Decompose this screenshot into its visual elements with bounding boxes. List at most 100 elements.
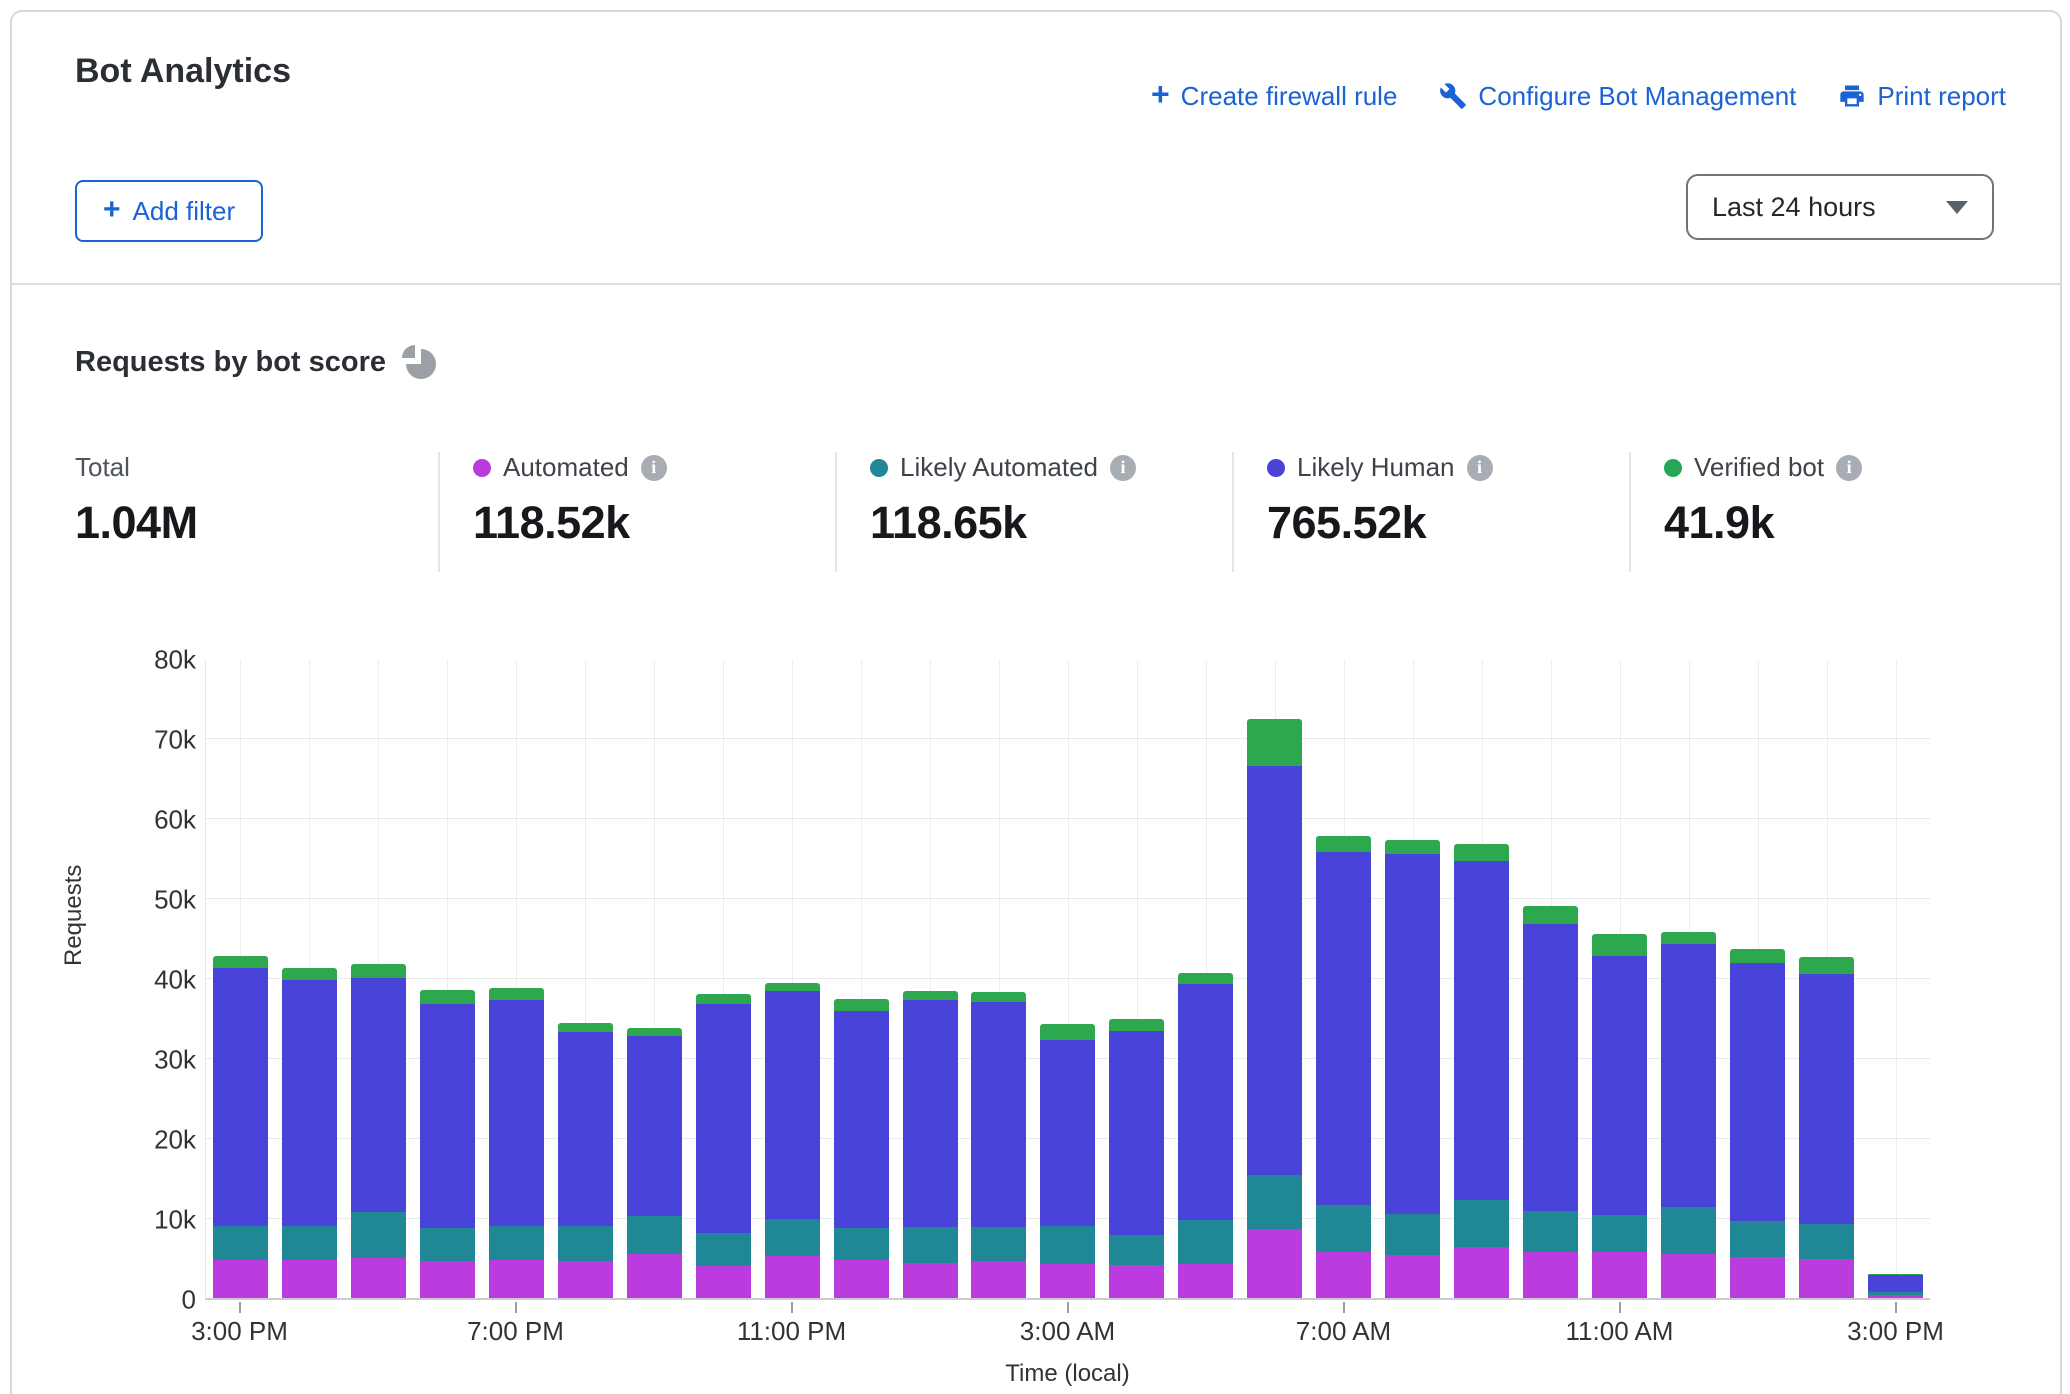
printer-icon [1838,82,1866,110]
bar-segment [489,1260,544,1298]
stacked-bar[interactable] [282,968,337,1298]
info-icon[interactable]: i [641,455,667,481]
stacked-bar[interactable] [1316,836,1371,1298]
stacked-bar[interactable] [1040,1024,1095,1298]
bar-segment [213,956,268,967]
verified-bot-legend-dot [1664,459,1682,477]
stat-automated: Automated i 118.52k [473,452,667,549]
bar-segment [1592,956,1647,1214]
configure-bot-management-label: Configure Bot Management [1478,81,1796,112]
stat-likely-human-label: Likely Human [1297,452,1455,483]
stat-automated-label: Automated [503,452,629,483]
stacked-bar[interactable] [1799,957,1854,1298]
x-tick-label: 3:00 PM [191,1316,288,1347]
stat-divider [1232,452,1234,572]
bar-segment [627,1216,682,1254]
bar-segment [903,1227,958,1263]
bar-segment [1040,1024,1095,1039]
stacked-bar[interactable] [489,988,544,1298]
configure-bot-management-link[interactable]: Configure Bot Management [1439,81,1796,112]
stacked-bar[interactable] [971,992,1026,1298]
create-firewall-rule-link[interactable]: + Create firewall rule [1151,80,1397,112]
bar-segment [1454,861,1509,1199]
time-range-select[interactable]: Last 24 hours [1686,174,1994,240]
bar-segment [1247,719,1302,766]
info-icon[interactable]: i [1110,455,1136,481]
bar-segment [1523,906,1578,924]
stacked-bar[interactable] [213,956,268,1298]
bar-segment [1454,1200,1509,1247]
bar-segment [765,1219,820,1256]
bar-slot [275,660,344,1298]
bar-segment [1040,1226,1095,1264]
bar-segment [696,994,751,1004]
stacked-bar[interactable] [834,999,889,1298]
bar-slot [206,660,275,1298]
stacked-bar[interactable] [1247,719,1302,1298]
bar-segment [1178,973,1233,984]
stat-total: Total 1.04M [75,452,198,549]
bar-segment [1385,1214,1440,1255]
bar-slot [1309,660,1378,1298]
stacked-bar[interactable] [1523,906,1578,1298]
bar-segment [1730,963,1785,1221]
stacked-bar[interactable] [696,994,751,1298]
bar-segment [903,1263,958,1298]
stat-verified-bot: Verified bot i 41.9k [1664,452,1862,549]
bar-segment [1316,852,1371,1206]
bar-segment [1247,1175,1302,1229]
pie-chart-icon [402,345,436,379]
stat-divider [438,452,440,572]
add-filter-button[interactable]: + Add filter [75,180,263,242]
bar-segment [1730,1221,1785,1257]
stacked-bar[interactable] [1385,840,1440,1298]
stacked-bar[interactable] [420,990,475,1298]
stacked-bar[interactable] [765,983,820,1298]
bar-segment [971,1261,1026,1298]
bar-segment [282,1260,337,1298]
bar-segment [1385,1255,1440,1298]
bar-slot [1792,660,1861,1298]
bar-segment [696,1233,751,1266]
bar-segment [1178,1220,1233,1263]
bar-segment [1799,1224,1854,1258]
bar-slot [413,660,482,1298]
info-icon[interactable]: i [1836,455,1862,481]
print-report-link[interactable]: Print report [1838,81,2006,112]
stacked-bar[interactable] [1454,844,1509,1298]
bar-segment [834,1011,889,1228]
bar-slot [827,660,896,1298]
stacked-bar[interactable] [1730,949,1785,1298]
bar-slot [482,660,551,1298]
y-tick-label: 0 [0,1285,196,1316]
stacked-bar[interactable] [1661,932,1716,1298]
stacked-bar[interactable] [1868,1274,1923,1298]
bar-slot [1378,660,1447,1298]
bars [206,660,1930,1298]
bar-segment [765,991,820,1219]
stacked-bar[interactable] [558,1023,613,1298]
stacked-bar[interactable] [1178,973,1233,1298]
info-icon[interactable]: i [1467,455,1493,481]
stacked-bar[interactable] [1109,1019,1164,1298]
stacked-bar[interactable] [903,991,958,1298]
bar-segment [971,992,1026,1002]
bot-analytics-page: Bot Analytics + Create firewall rule Con… [0,0,2070,1394]
stacked-bar[interactable] [627,1028,682,1298]
print-report-label: Print report [1877,81,2006,112]
add-filter-label: Add filter [133,196,236,227]
bar-segment [282,980,337,1226]
bar-segment [1247,1229,1302,1298]
bar-segment [1040,1264,1095,1298]
bar-segment [558,1261,613,1298]
bar-segment [1316,836,1371,852]
bar-segment [1730,1257,1785,1298]
bar-slot [1516,660,1585,1298]
bar-segment [213,1226,268,1260]
stat-likely-human: Likely Human i 765.52k [1267,452,1493,549]
bar-segment [627,1028,682,1035]
stacked-bar[interactable] [351,964,406,1298]
automated-legend-dot [473,459,491,477]
stacked-bar[interactable] [1592,934,1647,1298]
bar-segment [420,990,475,1004]
